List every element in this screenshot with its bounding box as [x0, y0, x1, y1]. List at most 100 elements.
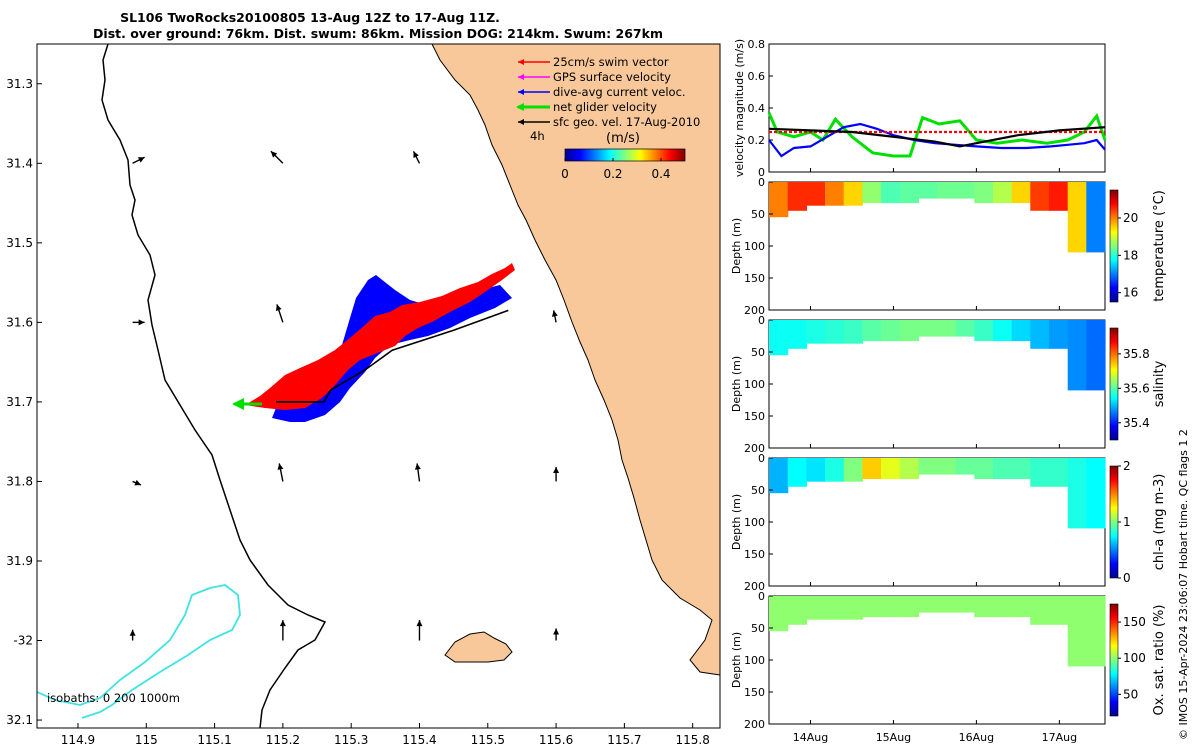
velocity-series-line	[768, 122, 1106, 158]
legend-diveavg-label: dive-avg current veloc.	[553, 85, 686, 99]
section-cell	[955, 458, 975, 475]
section-cell	[899, 458, 919, 480]
map-ytick-label: 31.7	[6, 395, 33, 409]
map-ytick-label: 31.8	[6, 474, 33, 488]
section-cell	[862, 320, 882, 342]
colorbar-tick-label: 35.4	[1123, 416, 1150, 430]
section-cell	[955, 182, 975, 199]
temperature-ylabel: Depth (m)	[730, 218, 743, 274]
oxygen-section	[769, 596, 1106, 667]
geo-vector-head	[553, 628, 560, 635]
chla-colorbar-label: chl-a (mg m-3)	[1152, 474, 1167, 571]
temperature-y-ticks: 0 50 100 150 200	[744, 176, 773, 317]
geo-vector-head	[270, 151, 278, 158]
date-tick-label: 17Aug	[1042, 731, 1077, 744]
colorbar-tick-label: 0	[1123, 571, 1131, 585]
section-cell	[806, 458, 826, 482]
colorbar-tick-label: 20	[1123, 211, 1138, 225]
geo-vector-head	[138, 319, 145, 326]
legend-swim-arrow	[518, 59, 524, 65]
oxygen-colorbar-label: Ox. sat. ratio (%)	[1152, 605, 1167, 716]
salinity-colorbar-label: salinity	[1152, 360, 1167, 407]
velocity-ytick-label: 0.8	[748, 38, 766, 51]
section-cell	[1086, 320, 1106, 391]
section-ytick-label: 150	[744, 548, 765, 561]
section-cell	[1011, 182, 1031, 204]
speed-colorbar-ticks: 0 0.2 0.4	[561, 158, 671, 181]
section-ytick-label: 0	[758, 590, 765, 603]
section-cell	[843, 458, 863, 482]
section-cell	[769, 458, 789, 494]
section-cell	[843, 182, 863, 206]
colorbar-tick-label: 1	[1123, 515, 1131, 529]
section-ytick-label: 150	[744, 410, 765, 423]
geo-vector-head	[416, 620, 423, 627]
legend-net-arrow	[516, 103, 524, 111]
salinity-colorbar-ticks: 35.4 35.6 35.8	[1118, 347, 1150, 430]
geo-vector-head	[137, 157, 145, 163]
section-cell	[899, 596, 919, 618]
legend-geo-arrow	[518, 119, 524, 125]
speed-colorbar	[564, 148, 686, 162]
speed-cb-label: 0	[561, 167, 569, 181]
section-cell	[843, 596, 863, 620]
chla-section	[769, 458, 1106, 529]
map-ytick-label: 31.9	[6, 554, 33, 568]
velocity-ylabel: velocity magnitude (m/s)	[733, 39, 746, 177]
section-cell	[1086, 458, 1106, 529]
section-ytick-label: 200	[744, 442, 765, 455]
velocity-y-ticks: 0 0.2 0.4 0.6 0.8	[748, 38, 773, 179]
map-xtick-label: 115.1	[197, 733, 231, 747]
map-xtick-label: 115.6	[539, 733, 573, 747]
section-ytick-label: 200	[744, 580, 765, 593]
geo-vector-head	[134, 479, 142, 486]
swim-vector-area	[245, 263, 515, 410]
section-cell	[806, 596, 826, 620]
date-tick-label: 15Aug	[876, 731, 911, 744]
date-tick-label: 14Aug	[793, 731, 828, 744]
velocity-panel: 0 0.2 0.4 0.6 0.8 velocity magnitude (m/s)	[733, 38, 1107, 179]
oxygen-panel: 0 50 100 150 200 Depth (m) 50 100 150 Ox. sat.…	[730, 590, 1167, 731]
velocity-series-line	[767, 112, 1107, 158]
map-ytick-label: 31.3	[6, 77, 33, 91]
map-xtick-label: 115.2	[266, 733, 300, 747]
isobath-label: isobaths: 0 200 1000m	[47, 691, 180, 705]
section-cell	[1049, 182, 1069, 211]
section-cell	[881, 320, 901, 342]
chla-colorbar	[1109, 465, 1119, 579]
date-tick-label: 16Aug	[959, 731, 994, 744]
section-cell	[993, 596, 1013, 618]
section-cell	[769, 320, 789, 356]
geo-vector-head	[414, 463, 421, 470]
section-ytick-label: 100	[744, 516, 765, 529]
section-cell	[769, 182, 789, 218]
geo-vector-head	[413, 151, 419, 159]
date-x-ticks: 14Aug 15Aug 16Aug 17Aug	[793, 168, 1077, 744]
velocity-series-line	[768, 126, 1106, 148]
section-ytick-label: 100	[744, 654, 765, 667]
section-cell	[825, 596, 845, 620]
section-cell	[974, 320, 994, 342]
section-cell	[918, 458, 938, 475]
section-cell	[937, 596, 957, 613]
section-cell	[937, 458, 957, 475]
speed-cb-label: 0.2	[603, 167, 622, 181]
duration-label: 4h	[530, 129, 545, 143]
oxygen-y-ticks: 0 50 100 150 200	[744, 590, 773, 731]
geo-vector-head	[275, 304, 282, 312]
temperature-panel: 0 50 100 150 200 Depth (m) 16 18 20 temperatur…	[730, 176, 1167, 317]
colorbar-tick-label: 50	[1123, 687, 1138, 701]
colorbar-tick-label: 16	[1123, 286, 1138, 300]
land-mass	[431, 44, 720, 676]
section-cell	[825, 458, 845, 482]
section-cell	[881, 596, 901, 618]
title-line1: SL106 TwoRocks20100805 13-Aug 12Z to 17-…	[120, 10, 500, 25]
section-cell	[806, 320, 826, 344]
section-cell	[862, 596, 882, 618]
legend-gps-label: GPS surface velocity	[553, 70, 671, 84]
title-line2: Dist. over ground: 76km. Dist. swum: 86k…	[93, 26, 663, 41]
salinity-ylabel: Depth (m)	[730, 356, 743, 412]
section-ytick-label: 50	[751, 484, 765, 497]
section-ytick-label: 50	[751, 622, 765, 635]
